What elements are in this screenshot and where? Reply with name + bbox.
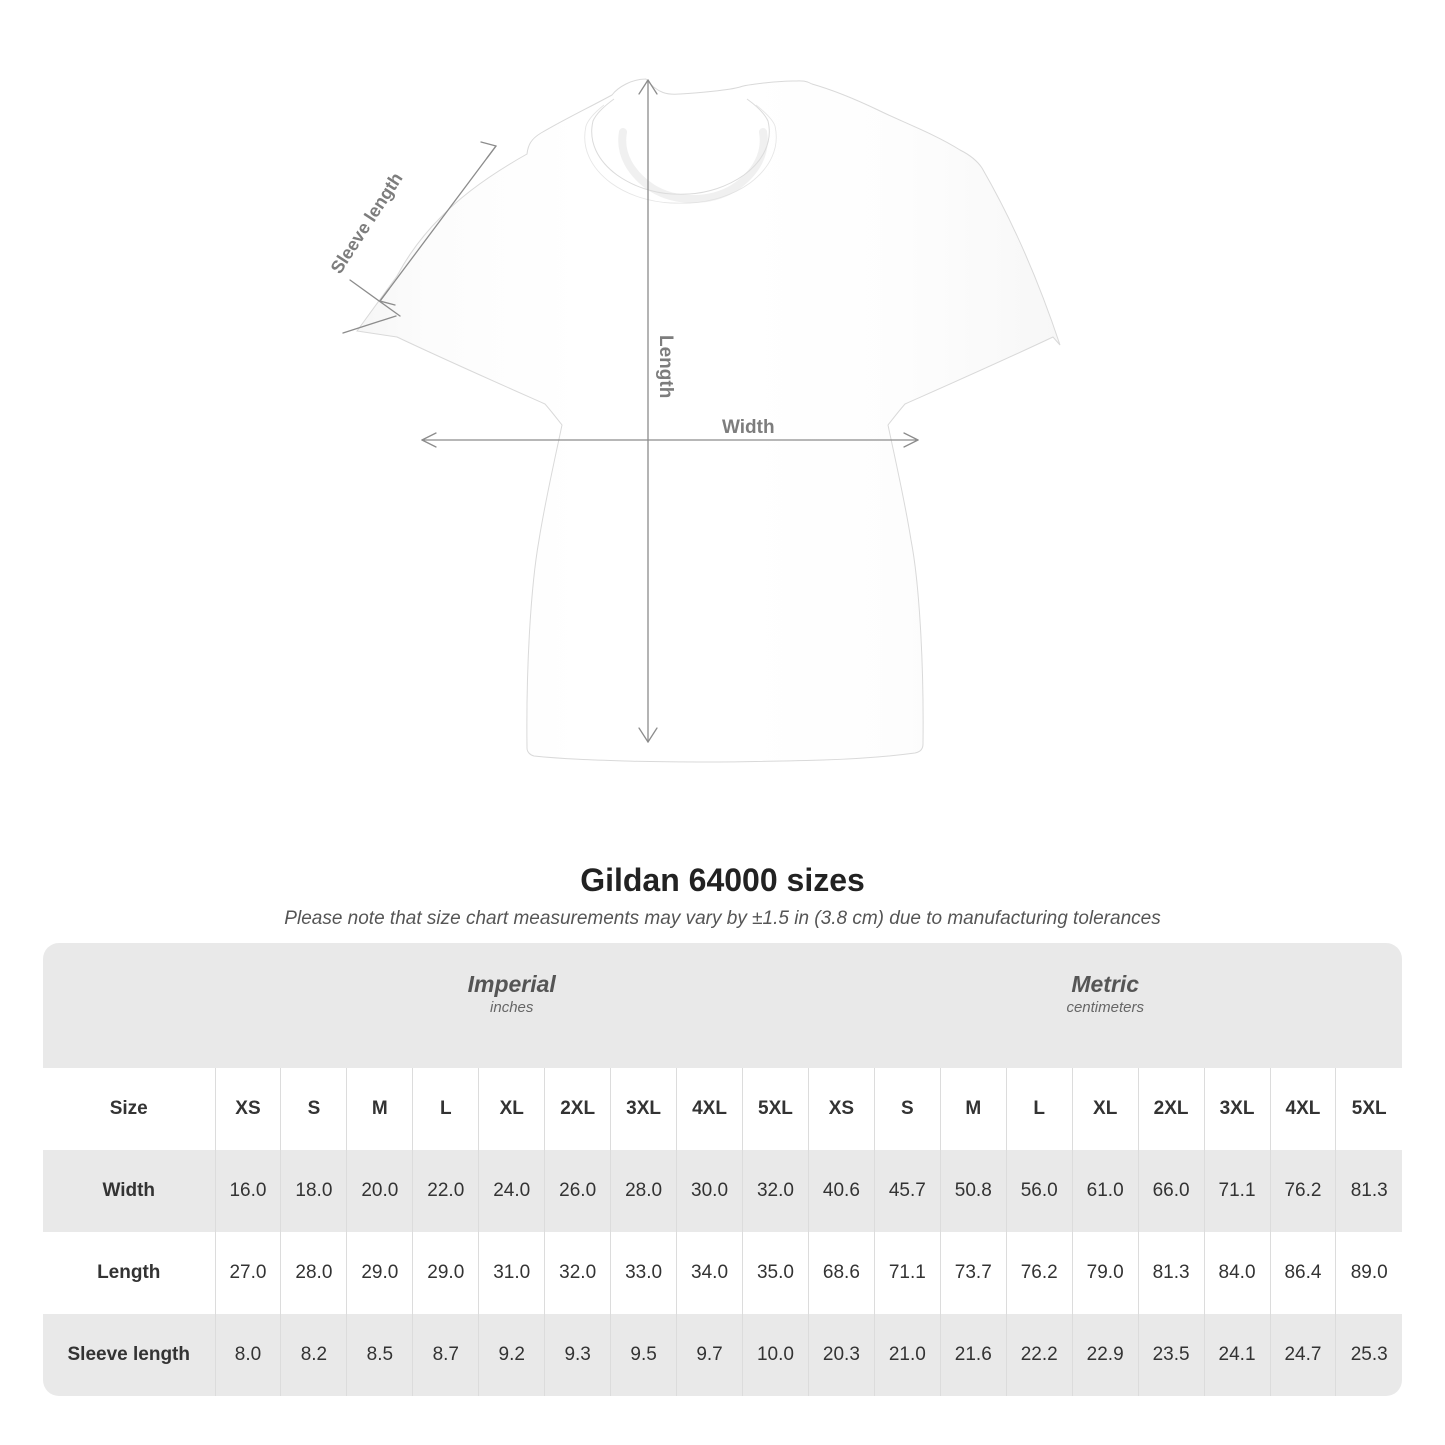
svg-text:Width: Width	[722, 417, 775, 438]
svg-text:Sleeve length: Sleeve length	[327, 169, 407, 277]
svg-text:Length: Length	[655, 335, 676, 398]
